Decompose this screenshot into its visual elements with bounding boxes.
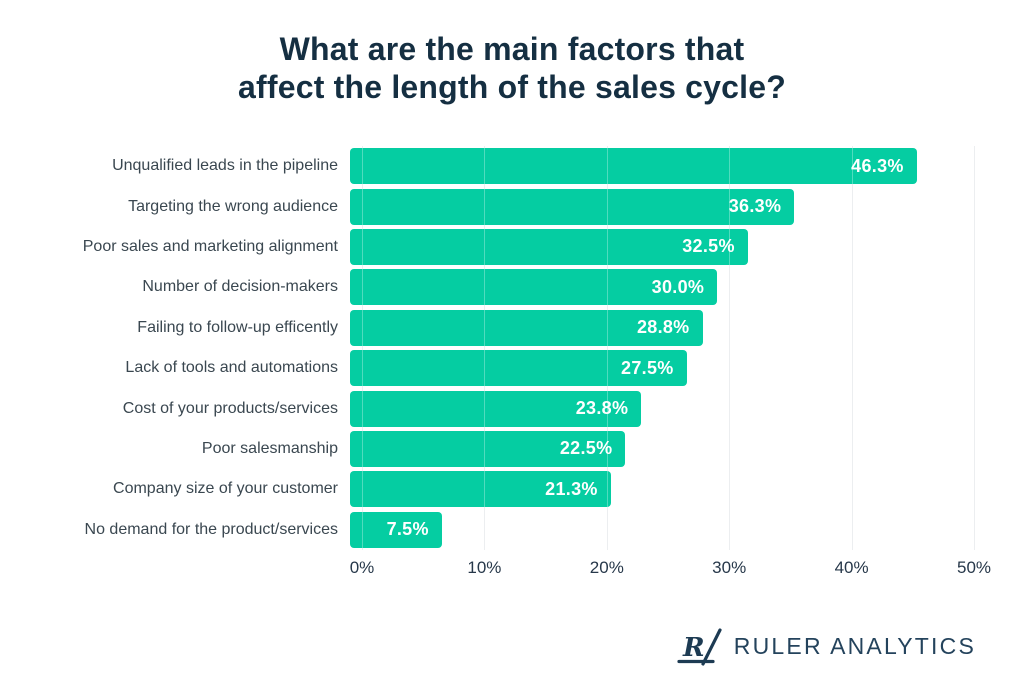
plot-area: Unqualified leads in the pipeline 46.3% Ta… [36, 146, 996, 550]
bar: 30.0% [350, 269, 718, 306]
bar-value-label: 27.5% [621, 357, 674, 378]
bar-track: 46.3% [350, 148, 980, 185]
bar-category-label: Failing to follow-up efficently [137, 318, 338, 336]
bar-value-label: 21.3% [545, 478, 598, 499]
bar-track: 21.3% [350, 471, 980, 508]
bar-value-label: 28.8% [636, 317, 690, 338]
chart-row: Unqualified leads in the pipeline 46.3% [36, 146, 996, 186]
bar: 22.5% [350, 430, 626, 467]
chart-row: Targeting the wrong audience 36.3% [36, 186, 996, 226]
bar: 27.5% [350, 350, 687, 387]
bar-track: 30.0% [350, 269, 980, 306]
chart-row: Number of decision-makers 30.0% [36, 267, 996, 307]
chart-row: No demand for the product/services 7.5% [36, 510, 996, 550]
x-tick-label: 50% [956, 557, 992, 577]
chart-rows: Unqualified leads in the pipeline 46.3% Ta… [36, 146, 996, 550]
bar: 28.8% [350, 309, 703, 346]
x-tick-label: 20% [589, 557, 624, 577]
bar-track: 23.8% [350, 390, 980, 427]
logo-text: RULER ANALYTICS [733, 632, 976, 659]
bar-value-label: 23.8% [575, 398, 629, 419]
bar-value-label: 7.5% [386, 519, 429, 540]
bar-track: 7.5% [350, 511, 980, 548]
chart-row: Poor sales and marketing alignment 32.5% [36, 227, 996, 267]
chart-title-line2: affect the length of the sales cycle? [238, 69, 786, 105]
bar: 23.8% [350, 390, 642, 427]
chart-row: Failing to follow-up efficently 28.8% [36, 308, 996, 348]
x-tick-label: 40% [834, 557, 869, 577]
bar-category-label: Cost of your products/services [122, 399, 338, 417]
bar-value-label: 22.5% [559, 438, 613, 459]
x-tick-label: 30% [712, 557, 747, 577]
x-tick-label: 0% [349, 557, 375, 577]
bar-track: 27.5% [350, 350, 980, 387]
chart-title: What are the main factors that affect th… [0, 30, 1024, 106]
bar-category-label: Unqualified leads in the pipeline [112, 157, 338, 175]
bar-value-label: 32.5% [682, 236, 735, 257]
bar-track: 36.3% [350, 188, 980, 225]
bar-track: 22.5% [350, 430, 980, 467]
bar-category-label: Poor sales and marketing alignment [82, 237, 338, 255]
chart-row: Lack of tools and automations 27.5% [36, 348, 996, 388]
chart-row: Cost of your products/services 23.8% [36, 388, 996, 428]
bar-chart: Unqualified leads in the pipeline 46.3% Ta… [36, 146, 996, 584]
bar-track: 32.5% [350, 228, 980, 265]
bar-category-label: Lack of tools and automations [125, 359, 338, 377]
ruler-analytics-logo: R RULER ANALYTICS [676, 625, 976, 667]
bar-category-label: No demand for the product/services [84, 520, 338, 538]
bar-category-label: Targeting the wrong audience [128, 197, 338, 215]
bar-value-label: 46.3% [851, 155, 904, 176]
bar: 46.3% [350, 148, 917, 185]
bar-value-label: 30.0% [651, 276, 705, 297]
chart-row: Poor salesmanship 22.5% [36, 429, 996, 469]
bar-value-label: 36.3% [728, 196, 782, 217]
bar: 32.5% [350, 228, 748, 265]
chart-title-line1: What are the main factors that [279, 31, 745, 67]
x-tick-label: 10% [467, 557, 502, 577]
bar-category-label: Number of decision-makers [142, 278, 338, 296]
bar: 7.5% [350, 511, 442, 548]
x-axis-ticks: 0% 10% 20% 30% 40% 50% [350, 557, 991, 584]
bar: 36.3% [350, 188, 795, 225]
bar-category-label: Poor salesmanship [201, 439, 338, 457]
chart-row: Company size of your customer 21.3% [36, 469, 996, 509]
bar: 21.3% [350, 471, 611, 508]
bar-category-label: Company size of your customer [113, 480, 338, 498]
ruler-r-slash-icon: R [677, 628, 722, 666]
bar-track: 28.8% [350, 309, 980, 346]
svg-text:R: R [682, 633, 705, 663]
